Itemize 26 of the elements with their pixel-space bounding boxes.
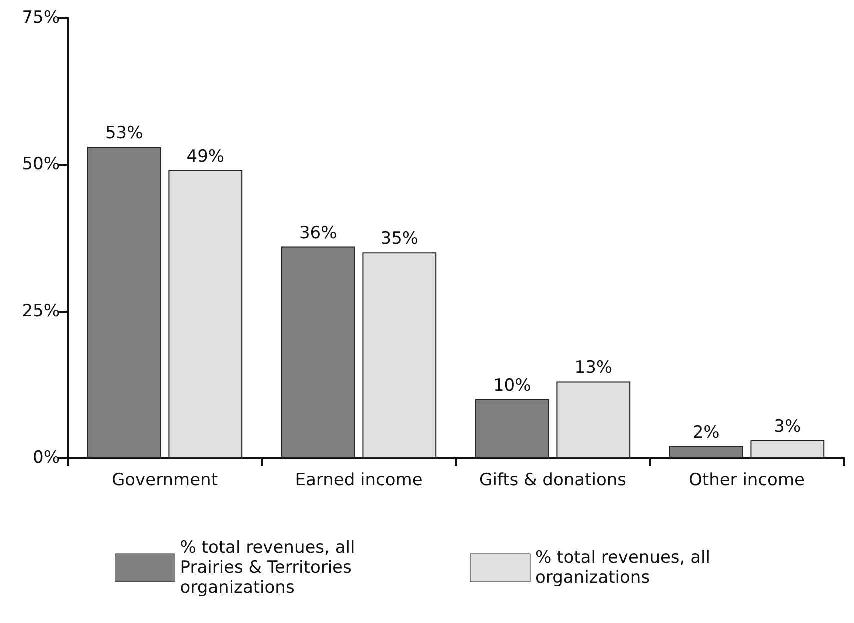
data-label: 36% [299,223,338,244]
bar [87,147,162,458]
bar [168,170,243,458]
y-tick-label: 50% [22,154,60,175]
data-label: 53% [105,124,144,144]
data-label: 35% [380,229,419,250]
bar [750,440,825,458]
y-tick-label: 75% [22,8,60,28]
bar [281,246,356,458]
y-tick-label: 0% [33,448,60,468]
x-tick-label: Government [112,470,218,490]
legend-label: % total revenues, all Prairies & Territories organizations [180,538,361,598]
data-label: 2% [692,422,720,443]
bar [362,252,437,458]
bar [556,382,631,458]
x-tick-label: Other income [689,470,805,490]
bar [669,446,744,458]
legend-label: % total revenues, all organizations [536,548,716,588]
data-label: 3% [774,416,802,437]
x-tick-label: Earned income [295,470,423,490]
data-label: 49% [186,147,225,168]
data-label: 10% [493,376,532,396]
bar [475,399,550,458]
data-label: 13% [574,358,613,378]
x-tick-label: Gifts & donations [480,470,627,490]
y-tick-label: 25% [22,301,60,322]
